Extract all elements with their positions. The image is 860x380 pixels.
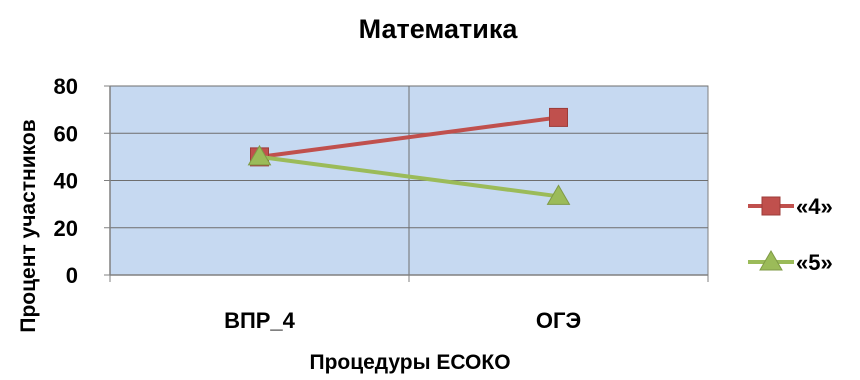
series-line: [259, 154, 559, 199]
data-point: [247, 144, 272, 166]
y-tick-label: 60: [54, 121, 78, 146]
y-tick-labels: 0 20 40 60 80: [54, 74, 78, 288]
legend-label: «4»: [796, 194, 833, 219]
plot-area: 0 20 40 60 80 ВПР_4 ОГЭ: [54, 74, 709, 333]
series-line: [259, 115, 559, 159]
x-tick-label: ОГЭ: [536, 308, 581, 333]
gridlines: [104, 85, 709, 282]
legend-marker: [759, 250, 783, 271]
y-tick-label: 0: [66, 263, 78, 288]
chart-title: Математика: [359, 14, 519, 44]
x-tick-label: ВПР_4: [224, 308, 296, 333]
series-layer: [247, 107, 571, 205]
legend-marker: [761, 196, 781, 216]
legend-item: «5»: [748, 250, 833, 275]
y-tick-label: 80: [54, 74, 78, 99]
axes: [109, 86, 708, 276]
x-tick-labels: ВПР_4 ОГЭ: [224, 308, 581, 333]
data-point: [546, 184, 571, 205]
legend: «4» «5»: [748, 194, 833, 275]
series-2: [247, 144, 571, 205]
legend-item: «4»: [748, 194, 833, 219]
y-tick-label: 20: [54, 216, 78, 241]
y-axis-label: Процент участников: [17, 119, 40, 332]
data-point: [549, 107, 568, 127]
y-tick-label: 40: [54, 169, 78, 194]
legend-label: «5»: [796, 250, 833, 275]
x-axis-label: Процедуры ЕСОКО: [309, 351, 510, 374]
